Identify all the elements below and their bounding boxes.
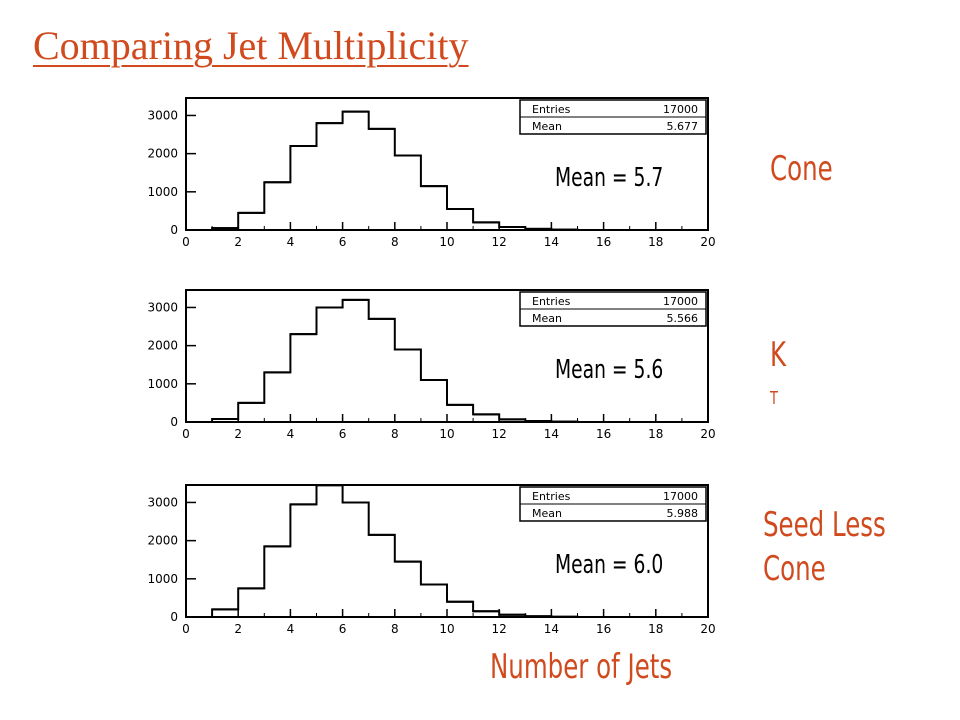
y-tick-label: 1000 xyxy=(147,572,178,586)
stat-mean-value: 5.988 xyxy=(667,507,699,520)
x-tick-label: 0 xyxy=(182,427,190,441)
x-tick-label: 16 xyxy=(596,427,611,441)
stat-entries-label: Entries xyxy=(532,295,571,308)
x-tick-label: 8 xyxy=(391,235,399,249)
stat-mean-value: 5.566 xyxy=(667,312,699,325)
stat-entries-label: Entries xyxy=(532,103,571,116)
side-label-line: K xyxy=(770,335,787,375)
x-tick-label: 0 xyxy=(182,622,190,636)
mean-annotation: Mean = 5.6 xyxy=(555,355,663,385)
mean-annotation: Mean = 5.7 xyxy=(555,163,663,193)
side-label-cone: Cone xyxy=(770,149,833,189)
stat-entries-value: 17000 xyxy=(663,490,698,503)
stat-mean-label: Mean xyxy=(532,507,562,520)
x-tick-label: 0 xyxy=(182,235,190,249)
stat-mean-value: 5.677 xyxy=(667,120,699,133)
x-tick-label: 2 xyxy=(234,235,242,249)
x-tick-label: 18 xyxy=(648,427,663,441)
x-tick-label: 4 xyxy=(287,235,295,249)
stat-mean-label: Mean xyxy=(532,312,562,325)
y-tick-label: 3000 xyxy=(147,495,178,509)
x-tick-label: 18 xyxy=(648,235,663,249)
y-tick-label: 1000 xyxy=(147,377,178,391)
x-tick-label: 8 xyxy=(391,427,399,441)
y-tick-label: 0 xyxy=(170,223,178,237)
y-tick-label: 2000 xyxy=(147,339,178,353)
x-tick-label: 2 xyxy=(234,427,242,441)
x-tick-label: 6 xyxy=(339,235,347,249)
stat-entries-value: 17000 xyxy=(663,295,698,308)
side-label-line: Seed Less xyxy=(763,505,886,545)
x-tick-label: 12 xyxy=(492,427,507,441)
x-tick-label: 10 xyxy=(439,235,454,249)
x-tick-label: 6 xyxy=(339,427,347,441)
y-tick-label: 3000 xyxy=(147,300,178,314)
side-label-seedless-cone: Seed Less Cone xyxy=(763,503,886,591)
y-tick-label: 3000 xyxy=(147,108,178,122)
x-tick-label: 20 xyxy=(700,235,715,249)
side-label-subscript: T xyxy=(770,388,778,410)
stat-mean-label: Mean xyxy=(532,120,562,133)
x-tick-label: 18 xyxy=(648,622,663,636)
x-tick-label: 6 xyxy=(339,622,347,636)
y-tick-label: 2000 xyxy=(147,147,178,161)
y-tick-label: 2000 xyxy=(147,534,178,548)
stat-entries-label: Entries xyxy=(532,490,571,503)
stat-entries-value: 17000 xyxy=(663,103,698,116)
x-tick-label: 16 xyxy=(596,622,611,636)
x-tick-label: 8 xyxy=(391,622,399,636)
x-tick-label: 12 xyxy=(492,235,507,249)
x-tick-label: 4 xyxy=(287,427,295,441)
x-tick-label: 16 xyxy=(596,235,611,249)
side-label-line: Cone xyxy=(770,149,833,189)
slide-title: Comparing Jet Multiplicity xyxy=(33,23,469,68)
side-label-line: Cone xyxy=(763,549,826,590)
x-tick-label: 10 xyxy=(439,427,454,441)
y-tick-label: 0 xyxy=(170,610,178,624)
x-tick-label: 14 xyxy=(544,622,559,636)
x-tick-label: 10 xyxy=(439,622,454,636)
x-tick-label: 14 xyxy=(544,235,559,249)
y-tick-label: 0 xyxy=(170,415,178,429)
x-tick-label: 2 xyxy=(234,622,242,636)
x-tick-label: 12 xyxy=(492,622,507,636)
x-tick-label: 20 xyxy=(700,622,715,636)
x-tick-label: 14 xyxy=(544,427,559,441)
x-axis-caption: Number of Jets xyxy=(490,647,673,687)
side-label-kt: K T xyxy=(770,335,787,410)
y-tick-label: 1000 xyxy=(147,185,178,199)
x-tick-label: 20 xyxy=(700,427,715,441)
x-tick-label: 4 xyxy=(287,622,295,636)
mean-annotation: Mean = 6.0 xyxy=(555,550,663,580)
